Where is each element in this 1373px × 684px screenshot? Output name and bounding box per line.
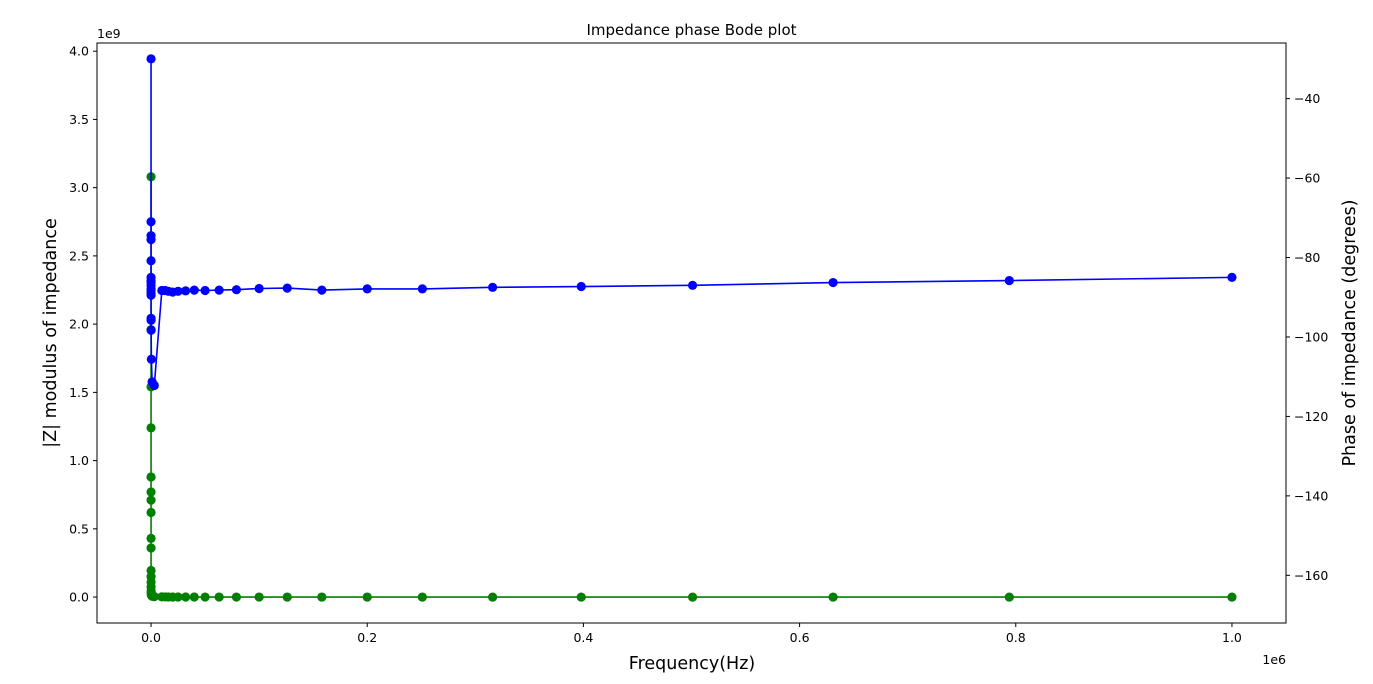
- series-0-point: [181, 592, 191, 602]
- series-1-point: [828, 277, 838, 288]
- x-tick-label: 0.8: [1006, 630, 1026, 645]
- x-tick-label: 0.0: [141, 630, 161, 645]
- series-1-point: [1227, 272, 1237, 282]
- series-1-point: [149, 380, 159, 391]
- series-0-point: [417, 592, 427, 602]
- left-y-axis-label: |Z| modulus of impedance: [41, 218, 61, 447]
- series-0-point: [173, 592, 183, 602]
- series-1-point: [1004, 275, 1014, 286]
- x-axis-label: Frequency(Hz): [629, 654, 755, 674]
- series-1-point: [576, 281, 586, 292]
- right-y-tick-label: −60: [1294, 171, 1320, 186]
- series-1-point: [282, 283, 292, 293]
- series-0-point: [1227, 592, 1237, 602]
- right-y-tick-label: −140: [1294, 488, 1328, 503]
- right-y-tick-label: −80: [1294, 250, 1320, 265]
- series-1-point: [254, 283, 264, 294]
- series-1-point: [362, 284, 372, 294]
- series-0-point: [362, 592, 372, 602]
- series-1-point: [146, 235, 156, 245]
- left-y-tick-label: 1.0: [69, 453, 89, 468]
- series-1-point: [146, 256, 156, 266]
- left-y-axis-ticks: 0.0 0.5 1.0 1.5 2.0 2.5 3.0 3.5 4.0: [69, 44, 97, 605]
- series-1-point: [488, 282, 498, 292]
- series-1-point: [214, 285, 224, 295]
- series-0-point: [214, 592, 224, 602]
- series-1-point: [687, 280, 698, 290]
- series-0-point: [146, 472, 156, 482]
- series-1-point: [189, 285, 199, 295]
- series-0-point: [146, 423, 156, 433]
- series-0-point: [149, 592, 159, 602]
- series-1-point: [181, 286, 191, 296]
- right-y-axis-ticks: −160 −140 −120 −100 −80 −60 −40: [1286, 91, 1328, 583]
- right-y-tick-label: −160: [1294, 568, 1328, 583]
- series-0-point: [687, 592, 698, 602]
- series-1-point: [146, 54, 156, 64]
- plot-frame: [96, 42, 1287, 624]
- left-y-tick-label: 1.5: [69, 385, 89, 400]
- series-1-point: [200, 285, 210, 296]
- series-1-point: [231, 285, 242, 295]
- series-0-point: [576, 592, 586, 602]
- series-0-point: [200, 592, 210, 602]
- series-0-point: [146, 533, 156, 543]
- x-tick-label: 0.2: [357, 630, 377, 645]
- x-axis-ticks: 0.0 0.2 0.4 0.6 0.8 1.0: [141, 623, 1242, 645]
- left-y-tick-label: 0.0: [69, 590, 89, 605]
- series-0-point: [146, 507, 156, 518]
- x-tick-label: 0.4: [573, 630, 593, 645]
- right-y-tick-label: −120: [1294, 409, 1328, 424]
- series-1-point: [146, 315, 156, 325]
- series-1-point: [146, 325, 156, 335]
- series-0-point: [488, 592, 498, 602]
- x-tick-label: 0.6: [790, 630, 810, 645]
- series-1-point: [146, 354, 156, 364]
- series-0-point: [146, 487, 156, 497]
- right-y-tick-label: −100: [1294, 329, 1328, 344]
- series-1-point: [146, 217, 156, 227]
- x-tick-label: 1.0: [1222, 630, 1242, 645]
- chart-title: Impedance phase Bode plot: [586, 21, 796, 39]
- series-0-point: [282, 592, 292, 602]
- left-y-tick-label: 4.0: [69, 44, 89, 59]
- series-0-point: [1004, 592, 1014, 602]
- left-y-tick-label: 3.5: [69, 112, 89, 127]
- right-y-tick-label: −40: [1294, 91, 1320, 106]
- x-axis-offset-text: 1e6: [1262, 652, 1286, 667]
- left-y-tick-label: 0.5: [69, 521, 89, 536]
- left-y-tick-label: 2.0: [69, 317, 89, 332]
- series-0-point: [146, 543, 156, 553]
- series-0-point: [189, 592, 199, 602]
- series-1-point: [317, 285, 327, 295]
- series-1-point: [417, 284, 427, 294]
- right-y-axis-label: Phase of impedance (degrees): [1340, 199, 1360, 466]
- left-y-tick-label: 3.0: [69, 180, 89, 195]
- series-1-point: [146, 290, 156, 300]
- series-layer: [146, 54, 1237, 602]
- series-1-point: [173, 286, 183, 296]
- series-0-point: [146, 495, 156, 505]
- left-y-tick-label: 2.5: [69, 248, 89, 263]
- series-0-point: [231, 592, 242, 602]
- series-0-point: [254, 592, 264, 602]
- series-0-point: [828, 592, 838, 602]
- left-y-axis-offset-text: 1e9: [97, 26, 121, 41]
- series-0-point: [317, 592, 327, 602]
